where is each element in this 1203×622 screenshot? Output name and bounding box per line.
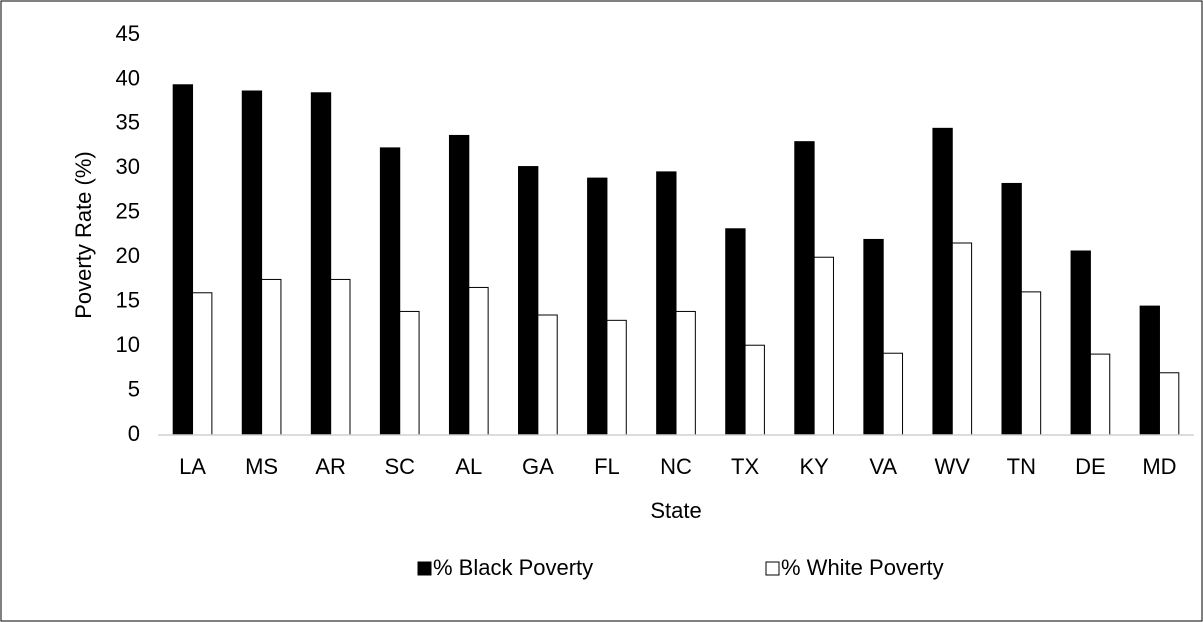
bar xyxy=(725,228,746,436)
y-tick-label: 15 xyxy=(116,287,140,312)
x-tick-label: MS xyxy=(245,454,278,479)
legend-swatch xyxy=(765,561,780,576)
x-tick-label: SC xyxy=(384,454,415,479)
x-tick-label: AR xyxy=(315,454,346,479)
y-tick-label: 20 xyxy=(116,243,140,268)
y-tick-label: 25 xyxy=(116,199,140,224)
x-tick-label: KY xyxy=(799,454,829,479)
bar xyxy=(656,171,677,436)
x-tick-label: TN xyxy=(1007,454,1036,479)
y-tick-label: 10 xyxy=(116,332,140,357)
x-tick-label: WV xyxy=(935,454,971,479)
bar xyxy=(1020,291,1042,436)
bar xyxy=(468,286,489,436)
bar xyxy=(310,92,332,436)
y-tick-label: 30 xyxy=(116,154,140,179)
x-tick-label: LA xyxy=(179,454,206,479)
bar xyxy=(1070,250,1091,436)
y-tick-label: 40 xyxy=(116,65,140,90)
y-tick-label: 35 xyxy=(116,110,140,135)
bar xyxy=(951,242,973,436)
bar xyxy=(794,141,815,436)
x-axis-title: State xyxy=(650,498,701,523)
legend-label: % White Poverty xyxy=(781,555,944,580)
x-tick-label: TX xyxy=(731,454,759,479)
bar xyxy=(241,90,263,436)
bar xyxy=(606,319,627,436)
bar xyxy=(744,344,765,436)
bar xyxy=(537,314,558,436)
bar xyxy=(172,84,194,436)
x-tick-label: NC xyxy=(660,454,692,479)
legend-swatch xyxy=(417,561,432,576)
bar xyxy=(587,177,608,436)
bar xyxy=(518,166,539,436)
bar xyxy=(1001,182,1022,436)
bar xyxy=(448,134,470,436)
legend-label: % Black Poverty xyxy=(433,555,593,580)
bar xyxy=(1089,353,1111,436)
bar xyxy=(379,147,401,436)
y-tick-label: 45 xyxy=(116,21,140,46)
bar xyxy=(399,310,420,436)
bar xyxy=(863,238,884,436)
x-tick-label: MD xyxy=(1142,454,1176,479)
y-axis-title: Poverty Rate (%) xyxy=(71,151,96,319)
y-tick-label: 5 xyxy=(128,376,140,401)
bar xyxy=(261,278,282,436)
bar xyxy=(1158,372,1180,436)
x-tick-label: DE xyxy=(1075,454,1106,479)
bar xyxy=(932,127,953,436)
bar xyxy=(192,292,213,436)
bar xyxy=(882,352,904,436)
x-tick-label: GA xyxy=(522,454,554,479)
y-tick-label: 0 xyxy=(128,421,140,446)
bar xyxy=(330,278,351,436)
x-tick-label: FL xyxy=(594,454,620,479)
x-tick-label: VA xyxy=(869,454,897,479)
bar xyxy=(675,310,696,436)
x-tick-label: AL xyxy=(455,454,482,479)
bar xyxy=(1139,305,1160,436)
bar xyxy=(813,256,834,436)
